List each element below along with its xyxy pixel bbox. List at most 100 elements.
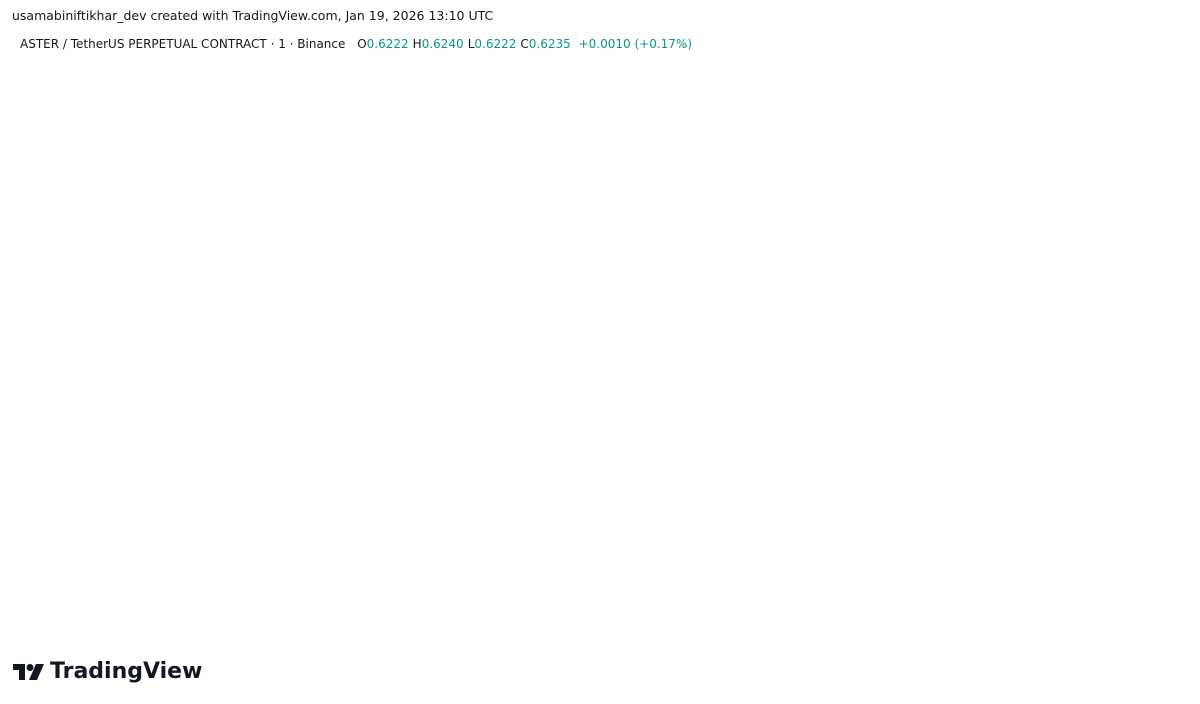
candle-body [631, 242, 640, 255]
candle-body [619, 217, 628, 273]
candle-body [852, 266, 861, 292]
ohlc-value: 0.6222 [366, 37, 409, 51]
lightning-icon [993, 587, 1015, 609]
ohlc-label: H [412, 37, 422, 51]
candle-body [778, 242, 787, 255]
candle-body [913, 235, 922, 249]
candle-body [460, 328, 469, 372]
price-tag-label: 0.6235 [1135, 211, 1177, 225]
candle-body [190, 229, 199, 372]
x-tick-label: 11:50 [18, 620, 53, 634]
change: +0.0010 (+0.17%) [578, 37, 693, 51]
candle-body [312, 291, 321, 304]
candle-body [705, 235, 714, 261]
candle-body [827, 254, 836, 261]
candle-body [288, 297, 297, 311]
candle-body [656, 229, 665, 243]
candle-body [178, 174, 187, 286]
price-tag [1131, 208, 1186, 227]
x-tick-label: 13:00 [874, 620, 912, 634]
candle-body [582, 198, 591, 212]
candle-body [227, 384, 236, 391]
x-tick-label: 12:45 [692, 620, 727, 634]
candle-body [668, 223, 677, 236]
y-tick-label: 0.6220 [1141, 303, 1183, 317]
candle-body [484, 371, 493, 415]
candle-body [362, 279, 371, 286]
symbol: ASTER / TetherUS PERPETUAL CONTRACT · 1 … [20, 37, 346, 51]
x-tick-label: 12:30 [508, 620, 543, 634]
y-tick-label: 0.6260 [1141, 56, 1183, 70]
logo-text: TradingView [50, 659, 203, 684]
ohlc-value: 0.6240 [421, 37, 464, 51]
candle-body [803, 254, 812, 261]
x-tick-label: 12:15 [324, 620, 359, 634]
candle-body [729, 223, 738, 243]
candle-body [55, 118, 64, 131]
candle-body [374, 279, 383, 286]
logo-mark [13, 663, 44, 680]
y-tick-label: 0.6230 [1141, 241, 1183, 255]
candle-body [435, 297, 444, 335]
candle-body [570, 180, 579, 243]
y-tick-label: 0.6240 [1141, 179, 1183, 193]
ohlc: O0.6222 H0.6240 L0.6222 C0.6235 [357, 37, 575, 51]
legend: ASTER / TetherUS PERPETUAL CONTRACT · 1 … [20, 37, 696, 51]
candle-body [693, 229, 702, 243]
x-tick-label: 12:50 [753, 620, 788, 634]
candle-body [754, 242, 763, 273]
x-tick-label: 12:00 [138, 620, 176, 634]
candle-body [545, 248, 554, 304]
candle-body [116, 143, 125, 150]
x-tick-label: 12:35 [569, 620, 604, 634]
candle-body [202, 272, 211, 415]
candle-body [67, 124, 76, 144]
candle-body [950, 248, 959, 335]
candle-body [141, 137, 150, 144]
candle-body [386, 285, 395, 292]
ohlc-value: 0.6222 [474, 37, 517, 51]
candle-body [165, 149, 174, 199]
candle-body [325, 285, 334, 298]
ohlc-label: O [357, 37, 367, 51]
candle-body [521, 303, 530, 378]
x-tick-label: 12:25 [447, 620, 482, 634]
ohlc-label: L [467, 37, 475, 51]
candle-body [153, 137, 162, 156]
candle-body [239, 377, 248, 385]
candle-body [558, 205, 567, 273]
candle-body [447, 316, 456, 341]
candle-body [43, 112, 52, 125]
candle-body [129, 137, 138, 150]
candle-body [80, 130, 89, 150]
candle-body [92, 143, 101, 150]
x-tick-label: 12:10 [263, 620, 298, 634]
x-tick-label: 13:15 [1060, 620, 1095, 634]
credit: usamabiniftikhar_dev created with Tradin… [12, 8, 494, 23]
candle-body [717, 229, 726, 249]
price-tag-label: 0.6239 [1135, 186, 1177, 200]
y-tick-label: 0.6200 [1141, 426, 1183, 440]
candle-body [104, 143, 113, 150]
candle-body [411, 279, 420, 298]
x-tick-label: 13:05 [937, 620, 972, 634]
candle-body [962, 291, 971, 335]
x-tick-label: 12:40 [631, 620, 666, 634]
y-tick-label: 0.6180 [1141, 550, 1183, 564]
candle-body [594, 205, 603, 212]
candle-body [263, 297, 272, 360]
candles [6, 93, 1008, 564]
ohlc-value: 0.6235 [528, 37, 571, 51]
candle-body [925, 235, 934, 243]
candle-body [742, 229, 751, 255]
candle-body [901, 235, 910, 273]
x-tick-label: 13:10 [999, 620, 1034, 634]
grid [10, 0, 1118, 613]
candle-body [31, 100, 39, 113]
candle-body [864, 279, 873, 286]
candle-body [680, 223, 689, 230]
candle-body [644, 242, 652, 255]
candle-body [999, 217, 1008, 298]
candle-body [300, 297, 309, 304]
y-tick-label: 0.6190 [1141, 488, 1183, 502]
